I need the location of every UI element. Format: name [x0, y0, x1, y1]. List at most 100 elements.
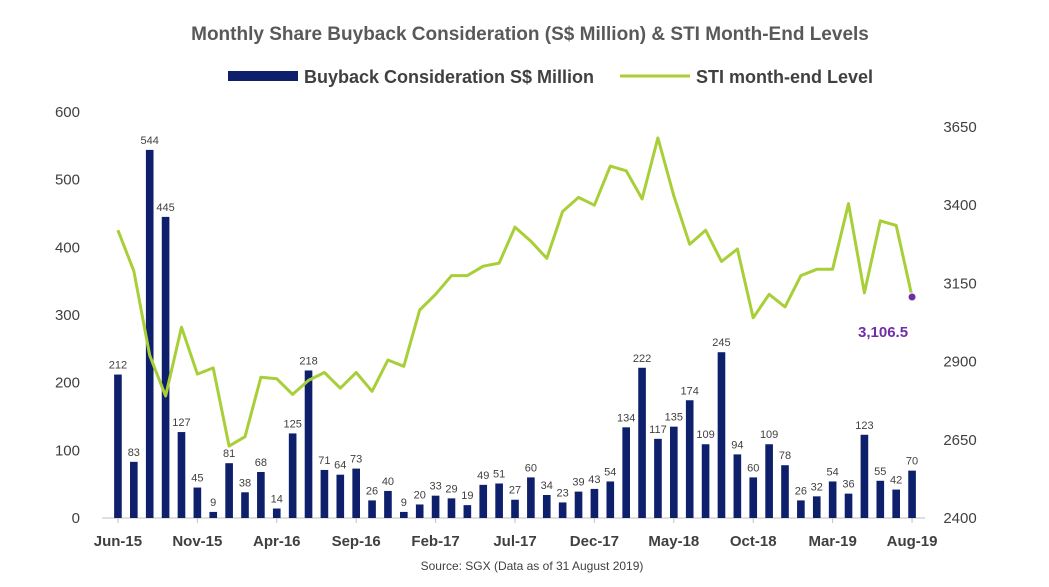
left-tick-100: 100: [55, 442, 80, 459]
bar-Jul-17: [511, 499, 519, 518]
bar-label-Aug-19: 70: [906, 456, 918, 468]
bar-Jun-19: [876, 480, 885, 518]
bar-Sep-15: [161, 216, 170, 518]
bar-Jun-16: [304, 370, 313, 518]
bar-label-Jan-19: 26: [795, 485, 807, 497]
right-tick-2650: 2650: [943, 432, 976, 449]
bar-Aug-16: [336, 474, 345, 518]
bar-Jan-18: [606, 481, 615, 518]
bar-label-Jun-15: 212: [109, 360, 127, 372]
sti-last-value-label: 3,106.5: [858, 324, 908, 341]
bar-Jun-15: [114, 374, 122, 518]
bar-Sep-18: [733, 454, 742, 518]
bar-label-Mar-17: 29: [445, 483, 457, 495]
bar-label-Jan-17: 20: [414, 489, 426, 501]
bar-label-Feb-17: 33: [429, 481, 441, 493]
right-tick-2400: 2400: [943, 510, 976, 527]
left-tick-0: 0: [72, 510, 80, 527]
bar-Aug-19: [908, 470, 916, 518]
left-tick-400: 400: [55, 239, 80, 256]
bar-Apr-18: [654, 438, 662, 518]
chart-title: Monthly Share Buyback Consideration (S$ …: [191, 24, 869, 45]
x-tick-Jul-17: Jul-17: [493, 533, 536, 550]
bar-label-May-16: 125: [283, 418, 301, 430]
bar-label-Oct-16: 26: [366, 485, 378, 497]
bar-May-19: [860, 434, 869, 518]
bar-Jan-16: [225, 463, 233, 518]
bar-label-Jun-17: 51: [493, 468, 505, 480]
bar-label-Jun-18: 174: [681, 385, 699, 397]
bar-Apr-19: [844, 493, 853, 518]
x-tick-Jun-15: Jun-15: [94, 533, 142, 550]
bar-label-Aug-15: 544: [141, 135, 159, 147]
left-axis-ticks: 0 100 200 300 400 500 600: [55, 104, 80, 527]
bar-label-Aug-16: 64: [334, 460, 346, 472]
left-tick-200: 200: [55, 375, 80, 392]
bar-Jun-18: [685, 400, 694, 518]
bar-Mar-16: [257, 471, 265, 518]
bar-Apr-16: [272, 508, 281, 518]
left-tick-600: 600: [55, 104, 80, 121]
bar-label-Nov-18: 109: [760, 429, 778, 441]
bar-Jan-19: [797, 500, 805, 518]
bar-label-Feb-18: 134: [617, 412, 635, 424]
bar-Mar-17: [447, 498, 456, 518]
bar-label-May-18: 135: [665, 412, 683, 424]
bar-Nov-17: [574, 491, 583, 518]
bar-Nov-18: [765, 444, 773, 518]
right-axis-ticks: 2400 2650 2900 3150 3400 3650: [943, 119, 976, 527]
bar-label-Jul-17: 27: [509, 485, 521, 497]
bar-Jul-16: [320, 469, 329, 518]
x-tick-Mar-19: Mar-19: [808, 533, 856, 550]
bar-Dec-18: [781, 465, 789, 518]
left-tick-500: 500: [55, 172, 80, 189]
bar-label-Nov-16: 40: [382, 476, 394, 488]
bar-label-Dec-18: 78: [779, 450, 791, 462]
bar-Jun-17: [495, 483, 503, 518]
bar-label-Oct-15: 127: [172, 417, 190, 429]
legend: Buyback Consideration S$ Million STI mon…: [228, 67, 873, 87]
bar-Mar-19: [828, 481, 837, 518]
bar-Feb-19: [812, 496, 821, 518]
bar-label-Oct-17: 23: [557, 487, 569, 499]
right-tick-3650: 3650: [943, 119, 976, 136]
bar-label-Mar-18: 222: [633, 353, 651, 365]
bar-label-Jun-19: 55: [874, 466, 886, 478]
legend-swatch-buyback: [228, 71, 298, 81]
bar-Jan-17: [415, 504, 424, 518]
bar-label-Sep-15: 445: [156, 202, 174, 214]
bar-label-Dec-15: 9: [210, 497, 216, 509]
sti-last-point: [907, 292, 917, 302]
bars-layer: [114, 149, 916, 519]
bar-label-Oct-18: 60: [747, 462, 759, 474]
source-note: Source: SGX (Data as of 31 August 2019): [421, 559, 644, 573]
x-tick-Feb-17: Feb-17: [411, 533, 459, 550]
x-axis-ticks: Jun-15 Nov-15 Apr-16 Sep-16 Feb-17 Jul-17 Dec-…: [94, 518, 937, 550]
bar-labels-layer: 212 83 544 445 127 45 9 81 38 68 14 125 218 71 64 73 26 4…: [109, 135, 918, 509]
bar-Nov-15: [193, 487, 202, 518]
bar-Oct-17: [558, 502, 567, 518]
bar-May-16: [288, 433, 297, 518]
bar-Jul-18: [701, 444, 710, 518]
bar-Oct-15: [177, 432, 186, 518]
bar-Feb-16: [241, 492, 249, 518]
bar-label-Apr-18: 117: [649, 424, 667, 436]
bar-Oct-18: [749, 477, 758, 518]
bar-label-Apr-16: 14: [271, 494, 283, 506]
x-tick-May-18: May-18: [648, 533, 699, 550]
bar-label-Jul-15: 83: [128, 447, 140, 459]
bar-label-Jan-16: 81: [223, 448, 235, 460]
bar-label-Apr-19: 36: [842, 479, 854, 491]
bar-Feb-18: [622, 427, 630, 518]
bar-Sep-17: [542, 494, 551, 518]
bar-label-May-19: 123: [855, 420, 873, 432]
right-tick-3150: 3150: [943, 275, 976, 292]
bar-label-Jan-18: 54: [604, 466, 616, 478]
right-tick-3400: 3400: [943, 197, 976, 214]
bar-Jul-15: [130, 461, 138, 518]
bar-label-Dec-17: 43: [588, 474, 600, 486]
bar-Aug-15: [145, 149, 154, 519]
bar-label-Sep-16: 73: [350, 454, 362, 466]
